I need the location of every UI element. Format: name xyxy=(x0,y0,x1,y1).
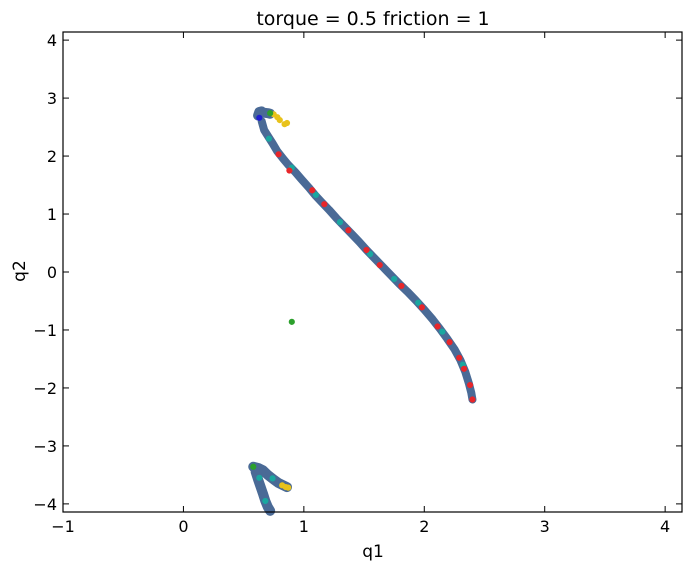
scatter-point-red-8 xyxy=(418,304,425,311)
scatter-point-main-48 xyxy=(252,468,259,476)
scatter-point-red-3 xyxy=(321,201,328,208)
scatter-point-main-18 xyxy=(325,206,333,214)
y-tick-label: −2 xyxy=(33,379,57,398)
x-tick-label: 3 xyxy=(540,517,550,536)
scatter-point-red-5 xyxy=(363,246,370,254)
x-tick-label: 2 xyxy=(419,517,429,536)
scatter-point-main-34 xyxy=(451,345,458,353)
scatter-point-green-0 xyxy=(288,318,295,325)
scatter-point-main-28 xyxy=(404,288,411,295)
scatter-point-main-19 xyxy=(333,214,340,222)
scatter-point-main-14 xyxy=(298,176,305,183)
scatter-point-red-12 xyxy=(460,365,468,372)
scatter-point-main-43 xyxy=(264,471,271,479)
scatter-point-red-10 xyxy=(446,339,453,346)
scatter-point-green-1 xyxy=(250,463,257,470)
scatter-point-yellow-3 xyxy=(283,119,291,127)
scatter-point-main-24 xyxy=(371,255,379,262)
scatter-point-green-2 xyxy=(267,110,274,117)
scatter-point-teal-10 xyxy=(262,497,269,505)
scatter-point-main-3 xyxy=(259,109,267,116)
x-tick-label: 4 xyxy=(660,517,670,536)
y-tick-label: 0 xyxy=(47,263,57,282)
y-tick-label: 4 xyxy=(47,31,57,50)
scatter-point-main-9 xyxy=(269,140,276,147)
scatter-point-teal-7 xyxy=(439,328,446,335)
scatter-point-red-9 xyxy=(434,323,441,330)
scatter-point-main-11 xyxy=(280,155,287,163)
plot-area: −1 0 1 2 3 4 −4 −3 −2 −1 0 1 2 3 4 xyxy=(33,31,683,536)
scatter-point-red-13 xyxy=(466,381,474,389)
scatter-point-main-26 xyxy=(387,271,394,279)
scatter-point-yellow-4 xyxy=(274,114,281,121)
y-tick-label: −4 xyxy=(33,495,57,514)
scatter-point-yellow-7 xyxy=(285,484,292,491)
scatter-point-teal-0 xyxy=(265,135,273,142)
x-tick-label: 0 xyxy=(178,517,188,536)
scatter-point-red-11 xyxy=(456,354,463,361)
scatter-point-blue-0 xyxy=(256,114,263,121)
scatter-point-teal-2 xyxy=(312,191,319,198)
x-axis-label: q1 xyxy=(362,542,384,562)
scatter-point-teal-4 xyxy=(366,250,374,258)
scatter-point-teal-11 xyxy=(269,475,276,482)
scatter-point-teal-6 xyxy=(415,299,422,306)
scatter-point-main-38 xyxy=(468,389,475,396)
y-tick-label: −3 xyxy=(33,437,57,456)
scatter-point-teal-9 xyxy=(256,474,263,481)
scatter-point-main-54 xyxy=(266,507,274,515)
scatter-point-red-4 xyxy=(345,227,352,234)
x-tick-label: 1 xyxy=(299,517,309,536)
scatter-point-red-6 xyxy=(376,261,383,269)
y-tick-label: 2 xyxy=(47,147,57,166)
scatter-point-red-14 xyxy=(469,396,476,403)
scatter-point-red-1 xyxy=(286,167,293,174)
y-axis-label: q2 xyxy=(10,260,30,282)
scatter-point-red-2 xyxy=(309,187,316,194)
scatter-point-main-13 xyxy=(292,169,299,176)
scatter-point-main-50 xyxy=(257,483,264,490)
scatter-point-main-21 xyxy=(348,231,356,238)
scatter-point-main-51 xyxy=(259,490,267,497)
scatter-point-red-0 xyxy=(275,151,282,158)
y-tick-label: −1 xyxy=(33,321,57,340)
scatter-point-main-7 xyxy=(260,126,268,134)
scatter-point-main-31 xyxy=(429,316,436,323)
scatter-point-teal-5 xyxy=(391,275,398,283)
scatter-point-red-7 xyxy=(398,282,405,290)
chart-title: torque = 0.5 friction = 1 xyxy=(256,8,489,30)
y-tick-label: 3 xyxy=(47,89,57,108)
y-tick-label: 1 xyxy=(47,205,57,224)
scatter-point-main-42 xyxy=(259,467,267,474)
x-tick-label: −1 xyxy=(51,517,75,536)
scatter-point-main-22 xyxy=(356,238,363,246)
scatter-point-teal-3 xyxy=(336,219,344,226)
